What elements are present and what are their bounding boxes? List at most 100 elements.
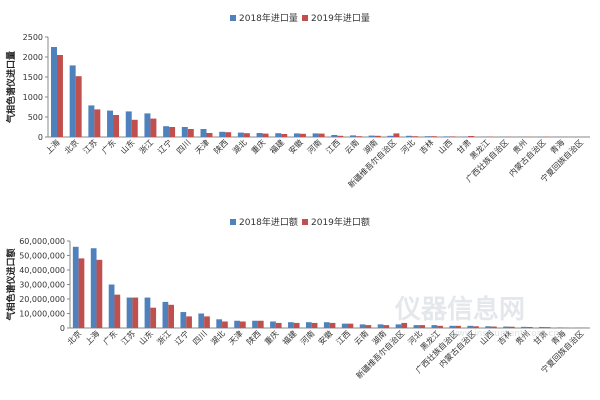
bar-1-23 [467,325,474,328]
bar-2-22 [455,325,461,328]
bar-1-1 [72,246,79,328]
x-tick-label: 辽宁 [173,328,191,346]
x-tick-label: 云南 [342,137,360,155]
bar-1-14 [305,322,312,328]
bar-2-13 [293,322,300,328]
y-axis-label: 气相色谱仪进口额 [5,248,17,321]
bar-1-11 [252,320,258,328]
x-tick-label: 江苏 [81,137,99,155]
bar-1-13 [288,322,294,328]
bar-2-15 [329,322,336,328]
bar-2-23 [468,136,475,137]
x-tick-label: 河南 [305,137,323,155]
bars [50,47,587,137]
bar-1-5 [125,111,132,137]
bar-2-2 [75,76,82,137]
bar-1-8 [198,313,205,328]
bar-1-15 [323,322,330,328]
bar-1-6 [162,301,169,328]
bar-2-9 [222,321,228,328]
x-tick-label: 江西 [324,138,342,156]
watermark: 仪器信息网 www.instrument.com.cn [394,294,559,339]
bar-1-13 [275,133,282,137]
y-tick-label: 2000 [23,53,43,62]
bar-2-17 [356,136,362,137]
bar-1-11 [237,132,244,137]
bar-2-5 [131,119,138,137]
bar-2-6 [168,304,174,328]
bars [72,246,587,328]
bar-1-22 [449,325,456,328]
x-tick-label: 山西 [436,137,454,155]
bar-1-26 [521,326,527,328]
legend-swatch-2 [302,15,308,21]
bar-2-2 [96,259,103,328]
bar-2-16 [337,135,344,137]
bar-2-23 [473,326,479,328]
legend-label-2: 2019年进口量 [311,12,370,24]
bar-2-17 [365,325,372,328]
legend-swatch-1 [230,219,236,225]
bar-1-6 [144,113,151,137]
bar-2-18 [374,135,381,137]
x-tick-label: 广东 [101,328,119,346]
x-tick-label: 山东 [118,137,136,155]
bar-1-20 [413,325,420,328]
x-tick-labels: 上海 北京 江苏 广东 山东 浙江 辽宁 四川 天津 陕西 湖北 重庆 福建 安徽 河南 江西 云南 湖南新疆维吾… [43,137,585,189]
y-tick-label: 40,000,000 [19,266,65,275]
y-tick-label: 500 [28,113,43,122]
bar-1-22 [443,136,450,137]
bar-2-18 [383,325,390,328]
bar-1-12 [270,321,276,328]
bar-2-22 [449,136,456,137]
bar-1-17 [350,135,357,137]
bar-1-21 [424,136,431,137]
x-tick-label: 辽宁 [156,137,174,155]
bar-2-5 [150,307,157,328]
y-tick-label: 50,000,000 [19,252,65,261]
x-tick-label: 重庆 [249,137,267,155]
bar-1-5 [144,297,151,328]
bar-1-19 [387,135,394,137]
y-tick-label: 60,000,000 [19,237,65,246]
x-tick-label: 四川 [191,329,209,347]
x-tick-label: 浙江 [137,137,155,155]
bar-2-19 [393,133,400,137]
bar-1-4 [126,297,133,328]
bar-2-14 [299,133,306,137]
x-tick-label: 江西 [335,329,353,347]
x-tick-label: 陕西 [212,137,230,155]
bar-1-10 [234,320,240,328]
x-tick-label: 山东 [137,328,155,346]
legend: 2018年进口量 2019年进口量 [230,12,370,24]
bar-2-11 [243,133,250,137]
bar-1-7 [180,312,187,328]
bar-1-20 [406,135,413,137]
bar-2-26 [526,326,533,328]
bar-1-7 [163,126,170,137]
bar-1-27 [539,326,545,328]
x-tick-label: 上海 [43,137,61,155]
y-tick-label: 0 [38,133,43,142]
legend: 2018年进口额 2019年进口额 [230,216,370,228]
bar-2-15 [318,133,325,137]
bar-2-13 [281,134,288,137]
x-tick-label: 天津 [193,137,211,155]
bar-1-4 [107,110,114,137]
x-tick-label: 福建 [280,328,298,346]
x-tick-label: 重庆 [262,328,280,346]
bar-2-6 [150,118,157,137]
bar-2-10 [239,321,246,328]
x-tick-label: 广东 [99,137,117,155]
bar-1-25 [503,326,509,328]
bar-2-8 [187,129,194,137]
bar-1-10 [219,131,226,137]
bar-1-2 [90,248,97,328]
watermark-url: www.instrument.com.cn [450,329,559,339]
x-tick-label: 湖北 [209,329,227,347]
bar-2-12 [262,133,269,137]
bar-1-15 [312,133,319,137]
bar-2-25 [508,326,515,328]
bar-1-28 [557,327,563,328]
